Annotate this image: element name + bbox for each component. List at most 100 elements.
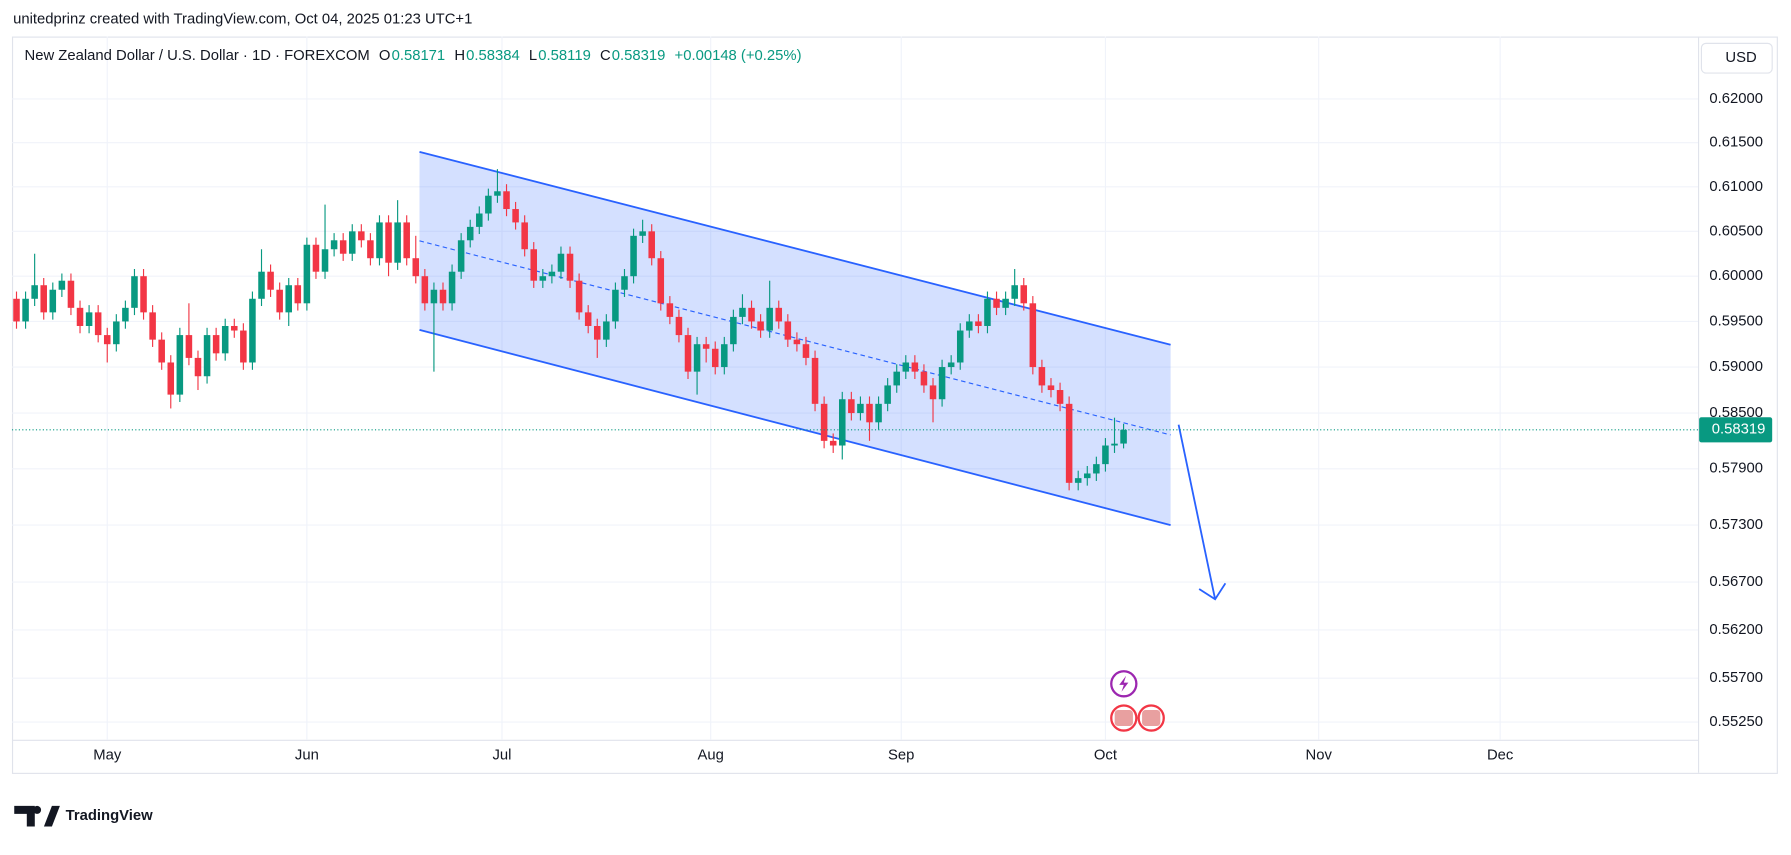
currency-button[interactable] — [1700, 42, 1773, 74]
brand-logo — [14, 805, 60, 827]
candle-body — [920, 371, 928, 386]
candle-body — [330, 240, 338, 250]
candle-body — [40, 285, 47, 313]
candle-body — [1029, 303, 1037, 368]
candle-body — [702, 344, 710, 349]
axes: 0.62000 0.61500 0.61000 0.60500 0.60000 0.595… — [11, 91, 1773, 764]
y-tick-label: 0.56700 — [1709, 574, 1763, 590]
y-tick-label: 0.59500 — [1709, 313, 1763, 329]
candle-body — [811, 357, 819, 404]
channel-median — [419, 240, 1171, 436]
candle-body — [122, 307, 129, 322]
channel-lower — [419, 329, 1171, 526]
candle-body — [657, 258, 665, 304]
readout-label: O — [379, 48, 391, 64]
candle-body — [521, 222, 528, 250]
y-tick-label: 0.55250 — [1709, 714, 1763, 730]
candle-body — [784, 321, 792, 340]
candle-body — [412, 258, 420, 277]
candle-body — [839, 399, 846, 446]
candle-body — [31, 285, 38, 299]
y-tick-label: 0.61000 — [1709, 179, 1763, 195]
x-tick-label: Dec — [1487, 748, 1514, 764]
grid — [11, 36, 1698, 740]
candle-body — [512, 209, 519, 223]
candle-body — [1011, 285, 1018, 299]
x-tick-label: Sep — [888, 748, 914, 764]
candles — [13, 169, 1127, 491]
candle-body — [929, 385, 937, 400]
candle-body — [303, 244, 311, 304]
candle-body — [893, 371, 900, 386]
candle-body — [240, 330, 247, 363]
arrow-head — [1198, 582, 1227, 601]
candle-body — [339, 240, 347, 254]
candle-body — [448, 271, 456, 304]
candle-body — [249, 298, 256, 363]
event-icons — [1110, 670, 1165, 732]
candle-body — [947, 362, 955, 368]
y-tick-label: 0.60500 — [1709, 223, 1763, 239]
candle-body — [285, 285, 292, 313]
candle-body — [22, 298, 29, 322]
candle-body — [575, 280, 583, 313]
candle-body — [113, 321, 120, 345]
candle-body — [212, 335, 220, 354]
candle-body — [639, 231, 646, 236]
readout-value: 0.58319 — [612, 48, 666, 64]
candle-body — [348, 231, 356, 254]
candle-body — [802, 344, 810, 358]
candle-body — [993, 298, 1000, 308]
candle-body — [131, 276, 138, 308]
y-tick-label: 0.58500 — [1709, 405, 1763, 421]
readout-value: 0.58171 — [392, 48, 446, 64]
candle-body — [439, 289, 447, 304]
readout-label: C — [600, 48, 611, 64]
candle-body — [394, 222, 401, 263]
candle-body — [194, 357, 202, 377]
candle-body — [176, 335, 184, 395]
candle-body — [711, 348, 719, 368]
readout-label: H — [454, 48, 465, 64]
candle-body — [539, 276, 547, 281]
candle-body — [158, 339, 165, 363]
brand: TradingView — [14, 805, 153, 827]
candle-body — [739, 307, 746, 317]
candle-body — [793, 339, 801, 345]
drawings — [419, 150, 1227, 601]
readout-value: 0.58119 — [538, 48, 591, 64]
y-tick-label: 0.57300 — [1709, 517, 1763, 533]
candle-body — [231, 325, 238, 331]
candle-body — [149, 312, 156, 340]
candle-body — [902, 362, 910, 372]
candle-body — [140, 276, 147, 313]
candle-body — [766, 307, 773, 331]
candle-body — [457, 240, 465, 272]
candle-body — [966, 321, 973, 331]
candle-body — [358, 231, 365, 241]
candle-body — [748, 307, 755, 322]
candle-body — [94, 312, 102, 336]
candle-body — [403, 222, 410, 259]
arrow-shaft — [1177, 424, 1217, 600]
candle-body — [294, 285, 302, 304]
candle-body — [76, 307, 84, 326]
candle-body — [911, 362, 919, 372]
readout-value: 0.58384 — [466, 48, 520, 64]
candle-body — [938, 367, 946, 400]
chart-frame — [11, 36, 1778, 774]
candle-body — [557, 253, 565, 272]
candle-body — [730, 316, 737, 345]
candle-body — [1093, 464, 1100, 474]
candle-body — [221, 325, 229, 354]
candle-body — [1020, 285, 1028, 304]
last-price-box — [1699, 417, 1773, 443]
candle-body — [530, 249, 538, 281]
candle-body — [85, 312, 93, 326]
currency[interactable]: USD — [1725, 50, 1756, 66]
candle-body — [503, 191, 510, 210]
y-tick-label: 0.56200 — [1709, 622, 1763, 638]
candle-body — [829, 440, 837, 446]
candle-body — [820, 403, 828, 441]
